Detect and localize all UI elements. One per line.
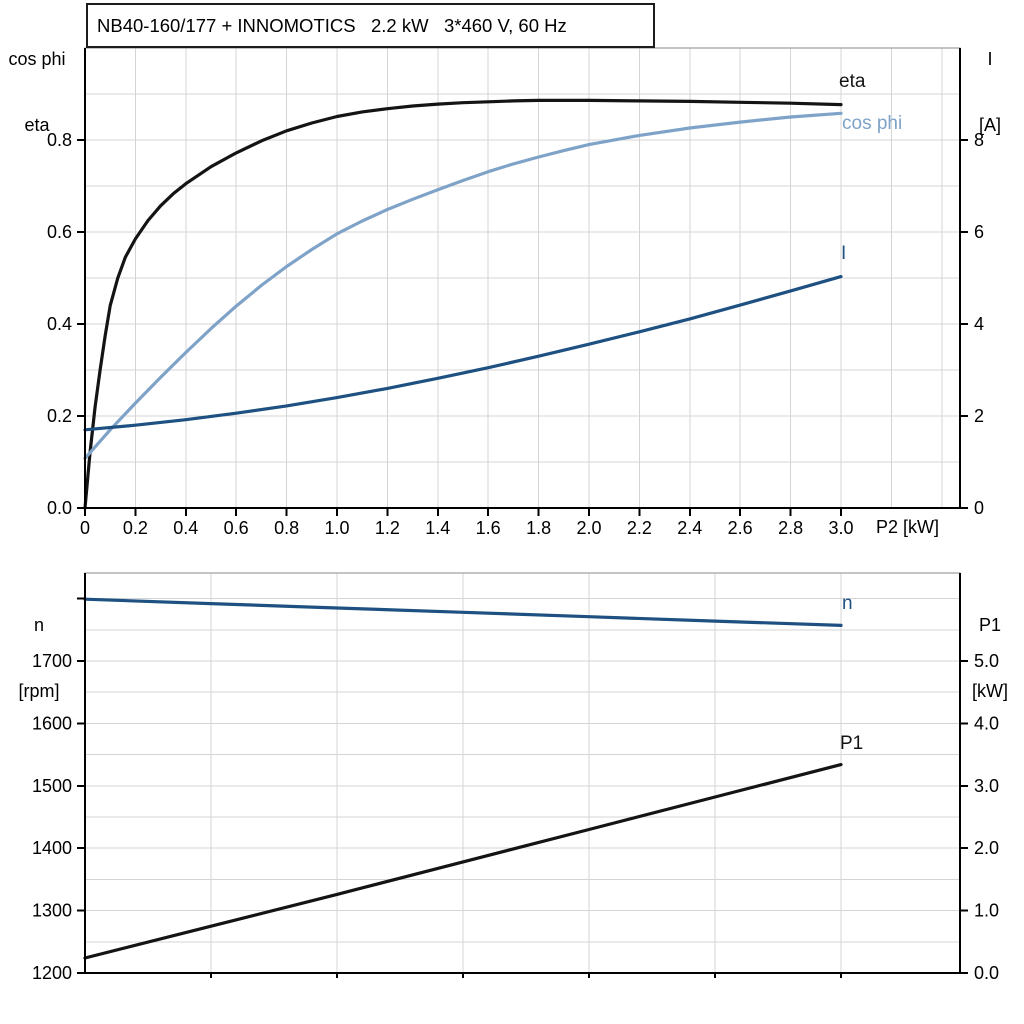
y-tick-label-right: 0	[974, 498, 984, 518]
y-tick-label-right: 1.0	[974, 901, 999, 921]
x-tick-label: 2.8	[778, 518, 803, 538]
y-tick-label-left: 1500	[32, 776, 72, 796]
x-tick-label: 2.6	[728, 518, 753, 538]
x-tick-label: 2.4	[677, 518, 702, 538]
y-tick-label-right: 3.0	[974, 776, 999, 796]
y-tick-label-right: 0.0	[974, 963, 999, 983]
x-tick-label: 2.2	[627, 518, 652, 538]
x-tick-label: 1.4	[425, 518, 450, 538]
x-tick-label: 2.0	[576, 518, 601, 538]
y-tick-label-left: 1200	[32, 963, 72, 983]
x-tick-label: 0.4	[173, 518, 198, 538]
x-tick-label: 3.0	[828, 518, 853, 538]
axis-title-speed: n	[33, 615, 44, 635]
axis-title-p1-unit: [kW]	[972, 681, 1008, 701]
y-tick-label-right: 5.0	[974, 651, 999, 671]
y-tick-label-left: 0.2	[47, 406, 72, 426]
axis-title-current-unit: [A]	[978, 115, 1001, 135]
series-curve-n	[83, 597, 843, 628]
x-tick-label: 0.6	[224, 518, 249, 538]
y-tick-label-left: 0.4	[47, 314, 72, 334]
y-tick-label-right: 4.0	[974, 713, 999, 733]
series-curve-cos-phi	[83, 111, 843, 460]
series-curve-eta	[83, 98, 843, 510]
x-tick-label: 1.0	[324, 518, 349, 538]
x-tick-label: 1.6	[476, 518, 501, 538]
axis-title-speed-unit: [rpm]	[18, 681, 60, 701]
y-tick-label-right: 2	[974, 406, 984, 426]
axis-title-eta: eta	[24, 115, 50, 135]
curve-label-speed: n	[842, 593, 853, 614]
axis-title-current: I	[987, 49, 993, 69]
bottom-right-axis-title: P1 [kW]	[962, 570, 1018, 724]
x-tick-label: 0.2	[123, 518, 148, 538]
bottom-left-axis-title: n [rpm]	[4, 570, 74, 724]
series-curve-P1	[83, 762, 843, 960]
y-tick-label-left: 0.8	[47, 130, 72, 150]
x-tick-label: 0.8	[274, 518, 299, 538]
y-tick-label-right: 8	[974, 130, 984, 150]
curve-label-eta: eta	[839, 71, 866, 92]
chart-title-box: NB40-160/177 + INNOMOTICS 2.2 kW 3*460 V…	[86, 3, 655, 48]
top-left-axis-title: cos phi eta	[2, 4, 72, 158]
curve-label-cos-phi: cos phi	[842, 113, 903, 134]
x-tick-label: 0	[80, 518, 90, 538]
curve-label-p1: P1	[840, 733, 864, 754]
curve-label-current: I	[841, 243, 847, 264]
series-curve-I	[83, 275, 843, 432]
x-axis-title: P2 [kW]	[876, 517, 940, 537]
y-tick-label-left: 0.6	[47, 222, 72, 242]
y-tick-label-left: 1300	[32, 901, 72, 921]
y-tick-label-right: 6	[974, 222, 984, 242]
y-tick-label-left: 1400	[32, 838, 72, 858]
y-tick-label-right: 2.0	[974, 838, 999, 858]
x-tick-label: 1.8	[526, 518, 551, 538]
axis-title-p1: P1	[978, 615, 1002, 635]
axis-title-cos-phi: cos phi	[8, 49, 66, 69]
y-tick-label-right: 4	[974, 314, 984, 334]
y-tick-label-left: 0.0	[47, 498, 72, 518]
x-tick-label: 1.2	[375, 518, 400, 538]
plot-frame	[84, 572, 961, 974]
y-tick-label-left: 1700	[32, 651, 72, 671]
y-tick-label-left: 1600	[32, 713, 72, 733]
top-right-axis-title: I [A]	[964, 4, 1016, 158]
